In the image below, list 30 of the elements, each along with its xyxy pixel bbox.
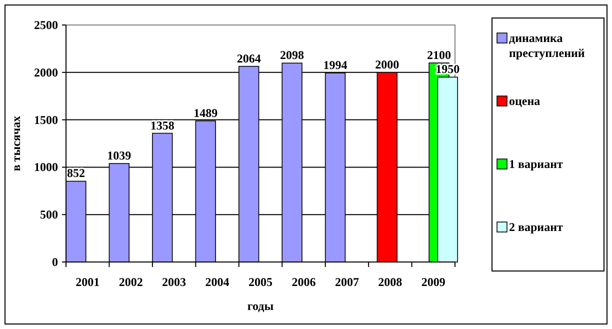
data-label: 2000 xyxy=(375,57,400,72)
y-tick-label: 0 xyxy=(52,255,58,269)
data-label: 1489 xyxy=(194,106,218,120)
legend-label: 2 вариант xyxy=(509,220,563,234)
y-tick-label: 500 xyxy=(40,208,58,222)
data-label: 1994 xyxy=(323,58,348,72)
y-tick-label: 1500 xyxy=(34,112,58,127)
y-tick-label: 2500 xyxy=(34,18,58,32)
x-tick-label: 2004 xyxy=(205,275,230,289)
data-label: 852 xyxy=(66,166,85,180)
y-tick-label: 1000 xyxy=(34,160,58,174)
data-label: 1039 xyxy=(107,148,132,163)
y-axis-title: в тысячах xyxy=(9,116,23,172)
data-label: 2098 xyxy=(280,48,304,62)
legend-label: оцена xyxy=(509,94,540,108)
x-tick-label: 2005 xyxy=(248,275,272,289)
x-tick-label: 2009 xyxy=(421,275,446,289)
x-tick-label: 2008 xyxy=(378,275,402,289)
x-tick-label: 2006 xyxy=(292,275,316,289)
y-tick-label: 2000 xyxy=(34,65,58,80)
x-tick-label: 2007 xyxy=(334,275,359,289)
legend-label: 1 вариант xyxy=(509,157,563,171)
data-label: 2100 xyxy=(427,48,452,62)
data-label: 1358 xyxy=(150,118,174,132)
legend-label: динамика преступлений xyxy=(509,31,585,60)
x-tick-label: 2002 xyxy=(118,275,143,289)
x-tick-label: 2003 xyxy=(162,275,186,289)
data-label: 2064 xyxy=(236,51,261,66)
x-axis-title: годы xyxy=(247,299,274,313)
x-tick-label: 2001 xyxy=(76,275,100,289)
